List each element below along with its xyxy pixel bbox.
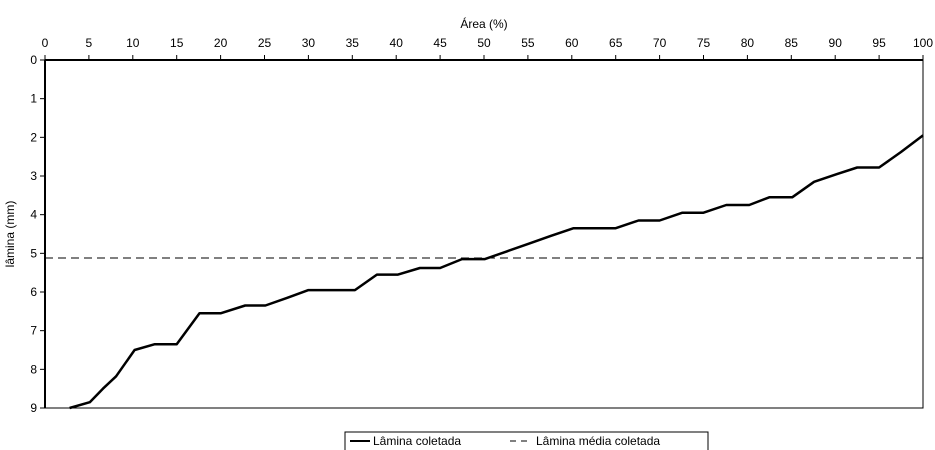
- x-tick-label: 95: [872, 36, 886, 50]
- x-tick-label: 70: [653, 36, 667, 50]
- y-tick-label: 9: [30, 401, 37, 415]
- y-tick-label: 8: [30, 362, 37, 376]
- x-tick-label: 20: [214, 36, 228, 50]
- y-axis-title: lâmina (mm): [3, 201, 17, 268]
- plot-area-frame: [44, 59, 924, 409]
- x-tick-label: 75: [697, 36, 711, 50]
- y-tick-label: 7: [30, 324, 37, 338]
- legend-label-lamina-coletada: Lâmina coletada: [373, 434, 461, 448]
- x-tick-label: 85: [785, 36, 799, 50]
- x-tick-label: 65: [609, 36, 623, 50]
- x-tick-label: 50: [477, 36, 491, 50]
- x-tick-label: 90: [829, 36, 843, 50]
- x-tick-label: 15: [170, 36, 184, 50]
- series-layer: [45, 134, 924, 410]
- x-tick-label: 100: [913, 36, 933, 50]
- y-tick-label: 2: [30, 130, 37, 144]
- y-axis-ticks: 0 1 2 3 4 5 6 7 8 9: [30, 53, 45, 415]
- legend-label-lamina-media-coletada: Lâmina média coletada: [536, 434, 660, 448]
- x-tick-label: 80: [741, 36, 755, 50]
- x-tick-label: 60: [565, 36, 579, 50]
- x-tick-label: 30: [302, 36, 316, 50]
- x-tick-label: 25: [258, 36, 272, 50]
- x-tick-label: 55: [521, 36, 535, 50]
- y-tick-label: 1: [30, 92, 37, 106]
- series-line-lamina-coletada: [69, 134, 924, 410]
- x-axis-title: Área (%): [460, 16, 507, 31]
- y-tick-label: 3: [30, 169, 37, 183]
- y-tick-label: 5: [30, 246, 37, 260]
- y-tick-label: 0: [30, 53, 37, 67]
- x-tick-label: 5: [86, 36, 93, 50]
- x-tick-label: 35: [346, 36, 360, 50]
- x-axis-ticks: 0 5 10 15 20 25 30 35 40 45 50 55 60 65 70 75 80 85 90 95 10…: [42, 36, 933, 60]
- x-tick-label: 0: [42, 36, 49, 50]
- x-tick-label: 10: [126, 36, 140, 50]
- y-tick-label: 4: [30, 208, 37, 222]
- x-tick-label: 40: [390, 36, 404, 50]
- legend: Lâmina coletada Lâmina média coletada: [344, 431, 709, 450]
- y-tick-label: 6: [30, 285, 37, 299]
- x-tick-label: 45: [433, 36, 447, 50]
